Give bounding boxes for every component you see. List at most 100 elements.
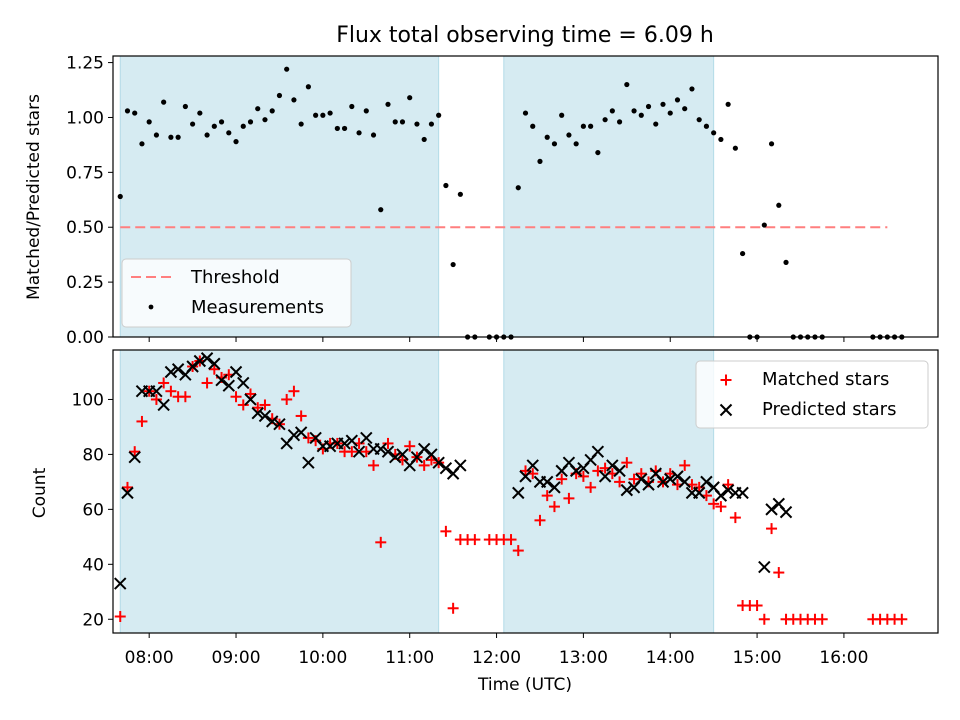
predicted-star-point [541, 475, 554, 489]
matched-star-point [346, 446, 358, 458]
x-tick-label: 11:00 [385, 648, 434, 668]
predicted-star-point [164, 365, 178, 379]
predicted-star-point [591, 445, 605, 458]
measurement-point [732, 145, 738, 151]
y-tick-label: 0.75 [66, 163, 104, 183]
matched-star-point [368, 459, 380, 471]
y-tick-label: 0.50 [66, 218, 104, 238]
predicted-star-point [345, 434, 359, 447]
measurement-point [674, 97, 681, 103]
measurement-point [262, 117, 268, 123]
measurement-point [631, 108, 637, 114]
matched-star-point [129, 446, 141, 458]
measurement-point [421, 136, 427, 143]
measurement-point [515, 185, 521, 191]
predicted-star-point [200, 352, 214, 365]
matched-star-point [729, 512, 741, 524]
predicted-star-point [208, 357, 221, 370]
legend-predicted-label: Predicted stars [762, 399, 896, 420]
matched-star-point [418, 459, 430, 471]
predicted-star-point [396, 448, 409, 461]
measurement-point [624, 81, 630, 88]
measurement-point [190, 121, 196, 127]
predicted-star-point [229, 365, 243, 379]
matched-star-point [230, 391, 242, 403]
measurement-point [588, 123, 594, 129]
bottom-axes-frame [112, 349, 939, 634]
predicted-star-point [692, 486, 706, 500]
predicted-star-point [721, 483, 735, 497]
measurement-point [689, 86, 695, 92]
measurement-point [247, 119, 254, 125]
predicted-star-point [114, 577, 127, 590]
matched-star-point [237, 399, 249, 411]
predicted-star-point [454, 459, 467, 472]
top-y-axis-label: Matched/Predicted stars [24, 94, 44, 300]
predicted-star-point [222, 379, 235, 392]
predicted-star-point [548, 481, 561, 494]
matched-star-point [281, 393, 293, 405]
bottom-legend-frame [695, 360, 929, 429]
x-tick-label: 16:00 [819, 648, 868, 668]
x-tick-label: 09:00 [212, 648, 261, 668]
predicted-star-point [613, 464, 626, 478]
matched-star-point [505, 534, 517, 546]
measurement-point [320, 112, 326, 118]
y-tick-label: 0.00 [66, 328, 104, 348]
measurement-point [660, 101, 666, 107]
measurement-point [327, 110, 333, 116]
predicted-star-point [323, 439, 337, 453]
chart-title: Flux total observing time = 6.09 h [336, 23, 714, 48]
measurement-point [370, 132, 377, 138]
matched-star-point [512, 545, 524, 557]
measurement-point [218, 119, 225, 125]
top-axes-frame [112, 55, 939, 338]
matched-star-point [179, 391, 191, 403]
matched-star-point [208, 363, 220, 375]
matched-star-point [766, 523, 778, 535]
matched-star-point [302, 432, 314, 444]
measurement-point [559, 112, 565, 118]
matched-star-point [693, 481, 705, 493]
measurement-point [407, 95, 413, 101]
predicted-star-point [237, 376, 250, 390]
matched-star-point [621, 457, 633, 469]
matched-star-point [295, 410, 307, 422]
measurement-point [616, 119, 623, 125]
measurement-point [711, 130, 717, 136]
predicted-star-point [193, 354, 207, 368]
measurement-point [153, 132, 160, 138]
bottom-legend: Matched stars Predicted stars [695, 360, 929, 429]
y-tick-label: 1.25 [66, 54, 104, 74]
measurement-point [305, 84, 311, 90]
bot-shade-observing-window-1 [503, 349, 715, 634]
measurement-point [682, 106, 688, 112]
measurement-point [544, 134, 550, 140]
matched-star-point [404, 440, 416, 452]
predicted-star-point [338, 437, 351, 450]
matched-star-point [245, 388, 256, 400]
measurement-point [653, 121, 659, 127]
predicted-star-point [642, 478, 655, 491]
measurement-point [298, 121, 304, 127]
predicted-star-point [700, 475, 713, 489]
matched-star-point [447, 602, 459, 614]
matched-star-point [469, 534, 481, 546]
bottom-y-axis-label: Count [30, 467, 50, 518]
x-tick-label: 10:00 [298, 648, 347, 668]
measurement-point [443, 182, 449, 189]
x-tick-label: 14:00 [646, 648, 695, 668]
matched-star-point [165, 385, 177, 397]
x-axis-label: Time (UTC) [477, 675, 572, 695]
bot-shade-observing-window-0 [119, 349, 440, 634]
predicted-star-point [664, 472, 677, 486]
matched-star-point [751, 600, 763, 612]
top-legend: Threshold Measurements [121, 258, 352, 328]
measurement-point [761, 222, 767, 228]
predicted-star-point [765, 503, 778, 516]
y-tick-label: 0.25 [66, 273, 104, 293]
predicted-star-point [186, 360, 199, 373]
y-tick-label: 20 [82, 610, 104, 630]
legend-matched-label: Matched stars [762, 369, 889, 390]
matched-star-point [150, 393, 162, 405]
